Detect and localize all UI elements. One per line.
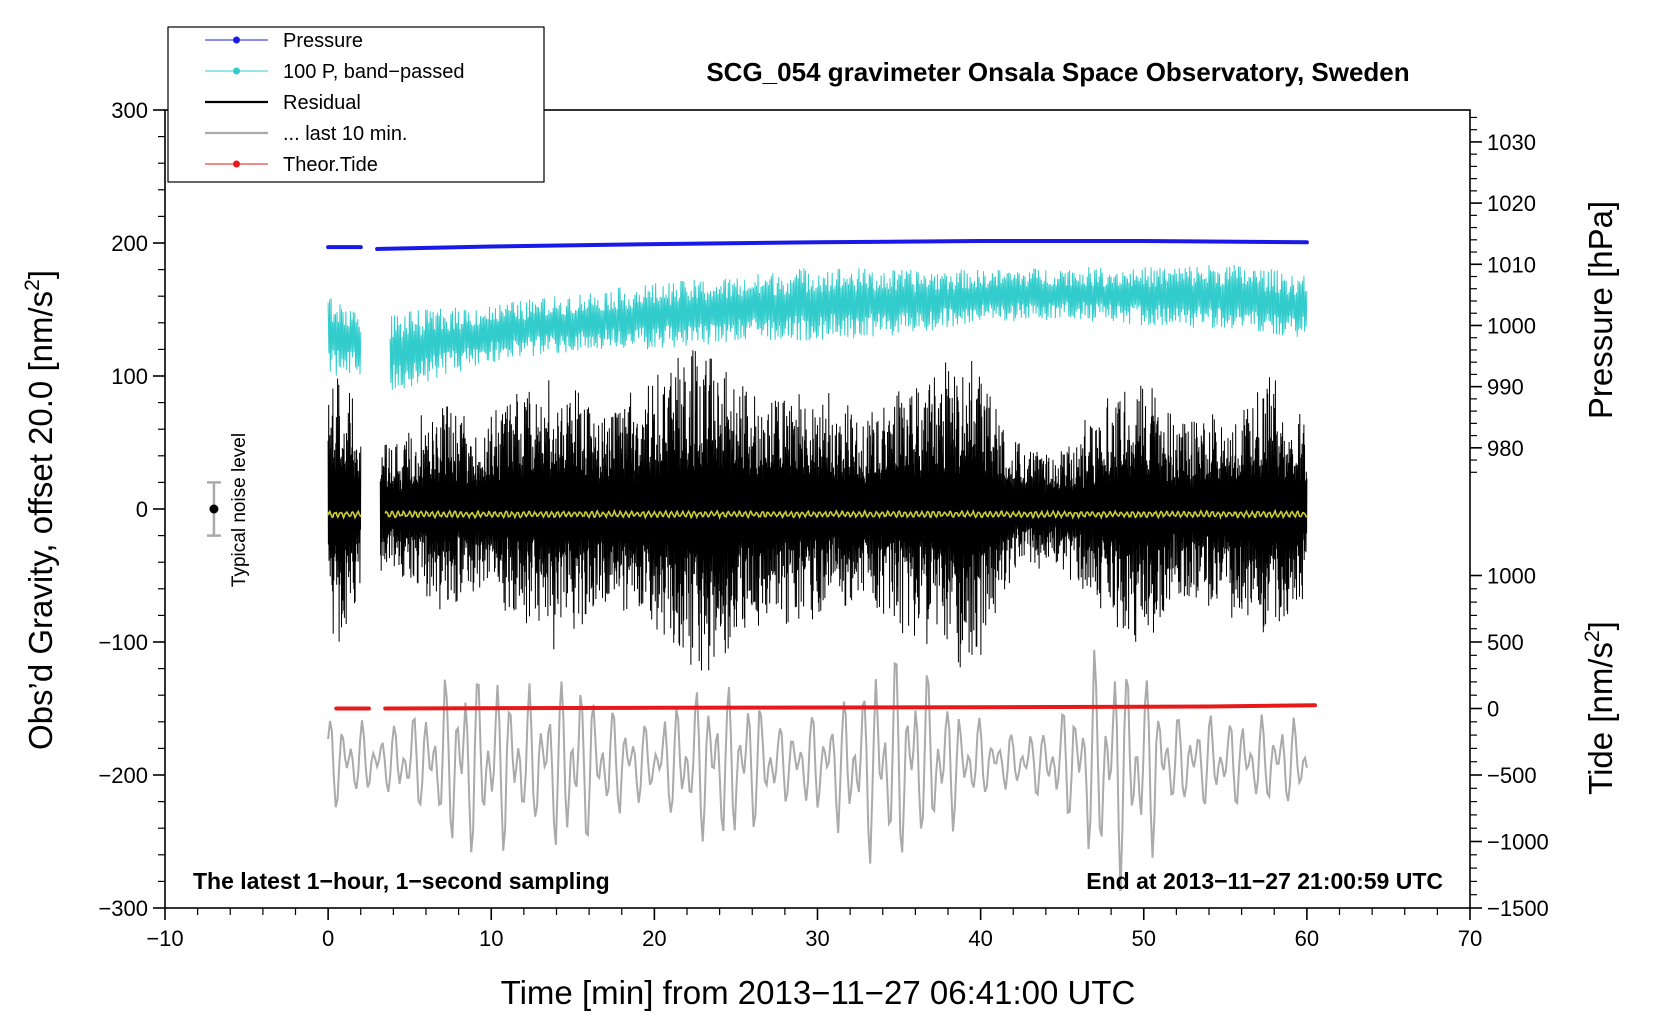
legend-swatch-dot [233,160,240,168]
y-left-tick-label: 100 [111,364,148,389]
plot-series [326,239,1317,892]
series-residual-line-1 [379,350,1308,671]
series-residual-line-0 [327,378,362,642]
series-band-passed-line-1 [389,264,1308,390]
y-pressure-tick-label: 1020 [1487,191,1536,216]
legend-box [167,26,545,183]
y-axis-tide-title-main: Tide [nm/s [1582,642,1619,795]
y-axis-pressure-title: Pressure [hPa] [1582,201,1619,419]
noise-label: Typical noise level [229,433,250,587]
y-axis-tide: −1500 −1000 −500 0 500 1000 [1470,564,1549,921]
y-tide-tick-label: 1000 [1487,564,1536,589]
y-axis-left: −300 −200 −100 0 100 200 300 [98,98,165,921]
y-axis-tide-title: Tide [nm/s2] [1581,621,1619,795]
y-pressure-tick-label: 1010 [1487,252,1536,277]
x-tick-label: −10 [146,926,183,951]
x-tick-label: 30 [805,926,829,951]
y-left-tick-label: 300 [111,98,148,123]
legend-label: 100 P, band−passed [283,61,464,83]
x-tick-label: 70 [1458,926,1482,951]
y-left-tick-label: 0 [136,497,148,522]
legend-label: Residual [283,92,361,114]
x-tick-label: 0 [322,926,334,951]
legend-label: Theor.Tide [283,154,378,176]
x-axis: −10 0 10 20 30 40 50 60 70 [146,908,1482,951]
y-left-tick-label: −200 [98,763,148,788]
y-tide-tick-label: 0 [1487,697,1499,722]
series-theor-tide-line-1 [383,703,1317,711]
series-residual-smoothed-line-0 [327,509,362,520]
y-pressure-tick-label: 1000 [1487,313,1536,338]
series-last-10-min-line [327,649,1308,892]
annotation-bottom-right: End at 2013−11−27 21:00:59 UTC [1086,868,1443,894]
x-tick-label: 20 [642,926,666,951]
y-tide-tick-label: −1000 [1487,830,1549,855]
y-left-tick-label: −300 [98,896,148,921]
legend-label: Pressure [283,30,363,52]
y-tide-tick-label: −1500 [1487,896,1549,921]
series-band-passed-line-0 [327,298,362,376]
y-axis-tide-title-sup: 2 [1581,630,1604,642]
y-pressure-tick-label: 990 [1487,375,1524,400]
y-axis-pressure: 980 990 1000 1010 1020 1030 [1470,116,1536,473]
y-axis-left-title-sup: 2 [21,279,44,291]
series-pressure-line-1 [375,239,1309,251]
y-axis-left-title-end: ] [22,270,59,279]
y-axis-tide-title-end: ] [1582,621,1619,630]
legend-label: ... last 10 min. [283,123,408,145]
x-tick-label: 10 [479,926,503,951]
y-tide-tick-label: 500 [1487,630,1524,655]
y-axis-left-title-main: Obs’d Gravity, offset 20.0 [nm/s [22,291,59,750]
x-tick-label: 50 [1132,926,1156,951]
series-residual-smoothed-line-1 [384,508,1308,521]
y-axis-left-title: Obs’d Gravity, offset 20.0 [nm/s2] [21,270,59,750]
y-pressure-tick-label: 980 [1487,436,1524,461]
y-left-tick-label: −100 [98,630,148,655]
legend-swatch-dot [233,36,240,44]
noise-bar-dot [209,504,219,514]
x-tick-label: 40 [968,926,992,951]
chart-title: SCG_054 gravimeter Onsala Space Observat… [706,57,1409,87]
y-tide-tick-label: −500 [1487,763,1537,788]
y-left-tick-label: 200 [111,231,148,256]
legend-swatch-dot [233,67,240,75]
x-tick-label: 60 [1295,926,1319,951]
y-pressure-tick-label: 1030 [1487,130,1536,155]
x-axis-title: Time [min] from 2013−11−27 06:41:00 UTC [501,974,1136,1011]
annotation-bottom-left: The latest 1−hour, 1−second sampling [193,868,610,894]
legend: Pressure 100 P, band−passed Residual ... la… [167,26,545,183]
typical-noise-indicator [206,481,221,537]
